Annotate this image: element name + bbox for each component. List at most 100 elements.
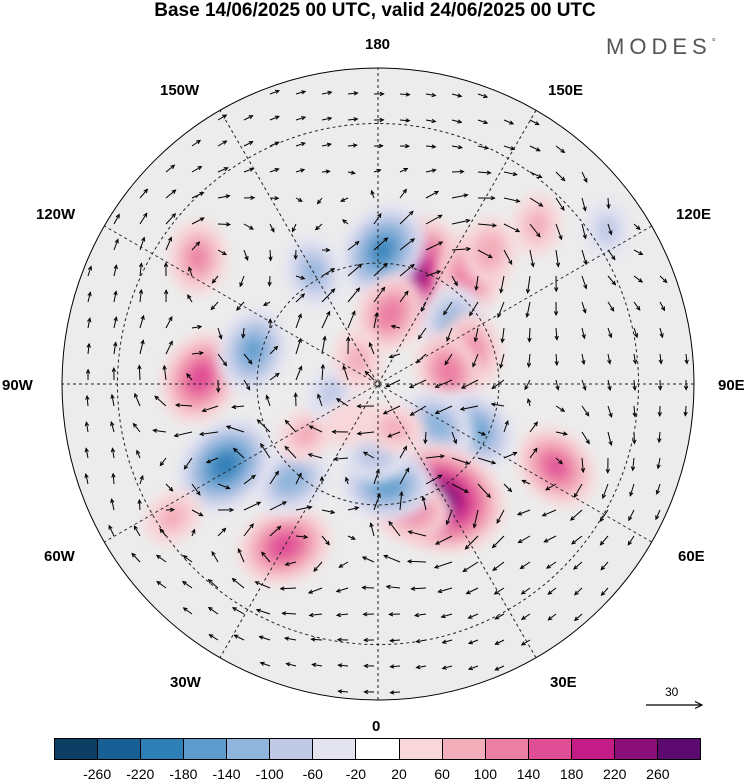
wind-vector: [347, 170, 356, 175]
wind-vector: [293, 249, 298, 261]
wind-vector: [554, 353, 559, 367]
wind-vector: [529, 145, 541, 152]
wind-vector: [199, 431, 219, 437]
wind-vector: [547, 587, 557, 595]
wind-vector: [293, 392, 298, 407]
wind-vector: [132, 422, 141, 433]
wind-vector: [241, 327, 246, 339]
wind-vector: [321, 90, 333, 95]
wind-vector: [451, 193, 469, 199]
wind-vector: [165, 483, 174, 492]
wind-vector: [425, 241, 444, 251]
wind-vector: [658, 353, 663, 365]
wind-vector: [451, 169, 465, 174]
wind-vector: [519, 561, 531, 570]
wind-vector: [321, 509, 336, 515]
wind-vector: [581, 431, 590, 445]
wind-vector: [269, 372, 280, 381]
wind-vector: [269, 196, 280, 201]
wind-vector: [496, 509, 505, 524]
wind-vector: [321, 116, 333, 121]
wind-vector: [361, 585, 375, 590]
colorbar-cell: [485, 739, 529, 759]
wind-vector: [451, 431, 458, 445]
wind-vector: [191, 528, 196, 537]
wind-vector: [113, 213, 120, 225]
wind-vector: [211, 275, 219, 284]
wind-vector: [443, 301, 453, 316]
wind-vector: [344, 476, 350, 485]
wind-vector: [279, 586, 297, 591]
wind-vector: [310, 637, 323, 642]
wind-vector: [269, 167, 280, 173]
wind-vector: [451, 218, 471, 225]
label-90w: 90W: [2, 377, 33, 394]
wind-vector: [284, 419, 297, 433]
wind-vector: [581, 275, 588, 290]
anomaly-contour: [244, 339, 262, 362]
wind-vector: [216, 379, 221, 394]
wind-vector: [295, 293, 306, 303]
modes-logo: MODES°: [606, 34, 716, 60]
wind-vector: [321, 142, 332, 147]
colorbar-tick-label: -180: [169, 766, 198, 782]
wind-vector: [110, 420, 115, 433]
anomaly-contour: [473, 231, 506, 272]
wind-vector: [527, 327, 532, 343]
wind-vector: [347, 117, 359, 122]
wind-vector: [243, 474, 256, 485]
wind-vector: [347, 240, 360, 251]
anomaly-center: [168, 220, 227, 295]
wind-vector: [632, 379, 637, 391]
wind-vector: [683, 405, 688, 417]
wind-vector: [156, 580, 167, 589]
wind-vector: [517, 535, 531, 544]
wind-vector: [181, 580, 193, 589]
wind-vector: [633, 223, 641, 231]
wind-vector: [217, 249, 228, 256]
anomaly-center: [217, 307, 289, 394]
wind-vector: [425, 190, 440, 199]
wind-vector: [657, 431, 662, 444]
wind-vector: [136, 449, 141, 459]
wind-vector: [473, 327, 479, 343]
wind-vector: [347, 287, 361, 303]
wind-vector: [425, 118, 437, 124]
wind-vector: [295, 197, 303, 202]
wind-vector: [555, 171, 566, 182]
wind-vector: [599, 535, 609, 546]
wind-vector: [188, 266, 193, 277]
wind-vectors: [84, 89, 689, 695]
wind-vector: [580, 457, 586, 474]
wind-vector: [321, 169, 331, 174]
anomaly-contour: [188, 245, 208, 271]
label-120e: 120E: [676, 206, 712, 223]
anomaly-contour: [420, 409, 453, 441]
wind-vector: [137, 498, 142, 511]
wind-vector: [607, 275, 617, 286]
wind-vector: [659, 327, 664, 339]
colorbar-tick-label: -60: [302, 766, 323, 782]
wind-vector: [607, 223, 613, 236]
brand-name: MODES: [606, 34, 712, 59]
wind-vector: [581, 327, 586, 340]
wind-vector: [467, 665, 479, 671]
wind-vector: [131, 552, 141, 563]
wind-vector: [633, 301, 641, 311]
anomaly-contour: [274, 465, 308, 495]
map-disc-border: [61, 67, 695, 701]
wind-vector: [368, 341, 375, 355]
wind-vector: [633, 249, 644, 256]
wind-vector: [445, 509, 453, 526]
wind-vector: [165, 189, 177, 199]
wind-vector: [529, 197, 544, 207]
wind-vector: [425, 144, 437, 149]
anomaly-contour: [269, 533, 300, 559]
wind-vector: [573, 613, 583, 622]
brand-mark: °: [711, 37, 716, 49]
wind-vector: [526, 398, 532, 407]
wind-vector: [425, 168, 437, 173]
wind-vector: [191, 217, 205, 225]
wind-vector: [243, 195, 256, 200]
wind-vector: [541, 509, 557, 517]
